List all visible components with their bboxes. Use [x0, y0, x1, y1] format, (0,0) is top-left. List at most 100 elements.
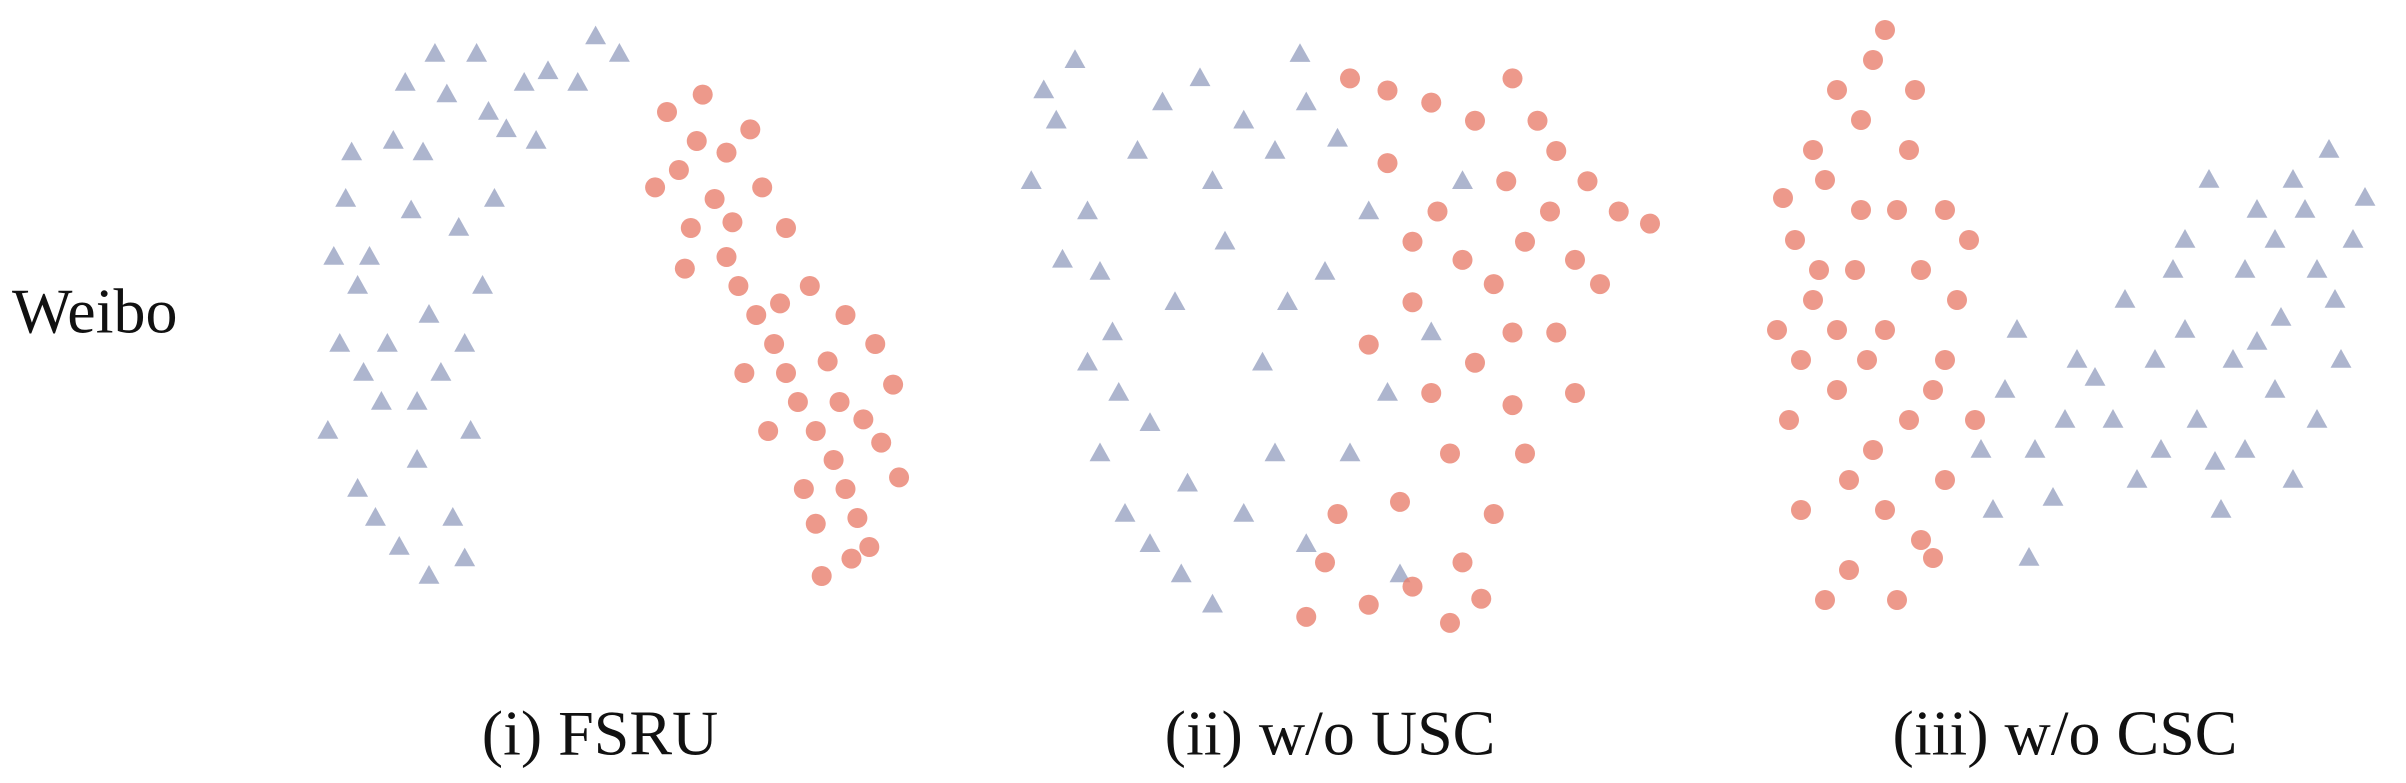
circle-point — [1327, 504, 1348, 524]
triangle-point — [436, 83, 458, 103]
circle-point — [1965, 410, 1985, 430]
circle-point — [1899, 140, 1919, 160]
triangle-point — [1202, 170, 1223, 189]
circle-point — [686, 131, 707, 151]
triangle-point — [2114, 289, 2136, 308]
triangle-point — [317, 420, 339, 439]
triangle-point — [585, 25, 607, 45]
circle-point — [1496, 171, 1517, 192]
triangle-point — [2042, 487, 2064, 506]
circle-point — [1839, 470, 1859, 490]
panel-caption: (iii) w/o CSC — [1893, 698, 2238, 769]
triangle-point — [2150, 439, 2172, 458]
triangle-point — [1152, 91, 1173, 111]
panel-caption: (i) FSRU — [482, 698, 719, 769]
circle-point — [1773, 188, 1793, 208]
triangle-point — [400, 199, 422, 219]
triangle-point — [341, 141, 363, 161]
plot-area — [1020, 43, 1660, 633]
triangle-point — [1089, 442, 1111, 462]
circle-point — [1911, 260, 1931, 280]
circle-point — [704, 189, 725, 209]
triangle-point — [1033, 79, 1055, 99]
triangle-point — [1289, 43, 1311, 62]
triangle-point — [394, 72, 416, 91]
circle-point — [853, 409, 874, 430]
circle-point — [1565, 249, 1585, 270]
triangle-point — [1139, 412, 1161, 431]
triangle-point — [1139, 533, 1161, 552]
triangle-point — [2222, 349, 2244, 368]
triangle-point — [1994, 379, 2016, 398]
triangle-point — [2324, 289, 2346, 308]
circle-point — [1911, 530, 1931, 550]
circle-point — [1465, 110, 1485, 131]
triangle-point — [2102, 409, 2124, 428]
triangle-point — [454, 547, 476, 567]
circle-point — [883, 374, 904, 395]
triangle-point — [2354, 187, 2376, 206]
circle-point — [1502, 395, 1523, 416]
triangle-point — [448, 217, 470, 236]
triangle-point — [1170, 563, 1192, 583]
circle-point — [1340, 68, 1360, 89]
circle-point — [1465, 352, 1485, 373]
triangle-point — [1377, 382, 1398, 401]
circle-point — [1577, 171, 1598, 192]
triangle-point — [1277, 291, 1298, 310]
triangle-point — [472, 275, 493, 294]
triangle-point — [478, 101, 499, 120]
circle-point — [1483, 274, 1504, 295]
triangle-point — [1020, 170, 1042, 189]
circle-point — [1785, 230, 1805, 250]
circle-point — [692, 84, 713, 105]
circle-point — [865, 334, 886, 354]
circle-point — [1947, 290, 1967, 310]
circle-point — [1863, 440, 1883, 460]
triangle-point — [2246, 199, 2268, 218]
triangle-point — [2282, 169, 2304, 188]
circle-point — [1779, 410, 1799, 430]
circle-point — [1502, 322, 1523, 343]
triangle-point — [1164, 291, 1186, 310]
circle-point — [668, 160, 689, 180]
triangle-point — [2282, 469, 2304, 488]
circle-point — [1959, 230, 1979, 250]
triangle-point — [2006, 319, 2028, 338]
circle-point — [1421, 92, 1442, 113]
triangle-point — [1045, 109, 1067, 129]
triangle-point — [353, 362, 374, 381]
triangle-point — [1295, 91, 1317, 111]
plot-area — [317, 25, 910, 586]
triangle-point — [2306, 409, 2328, 428]
circle-point — [740, 119, 761, 140]
triangle-point — [406, 391, 428, 410]
circle-point — [1875, 320, 1895, 340]
circle-point — [764, 334, 785, 354]
plot-area — [1767, 20, 2376, 610]
circle-point — [1358, 594, 1379, 615]
circle-point — [1546, 322, 1567, 343]
circle-point — [758, 421, 779, 441]
circle-point — [1590, 274, 1610, 295]
circle-point — [823, 450, 844, 470]
circle-point — [805, 513, 826, 534]
triangle-point — [1339, 442, 1361, 462]
triangle-point — [1970, 439, 1992, 458]
triangle-point — [2306, 259, 2328, 278]
triangle-point — [1264, 442, 1286, 462]
triangle-point — [1102, 321, 1123, 341]
circle-point — [1315, 552, 1335, 573]
triangle-point — [388, 536, 410, 555]
triangle-point — [1389, 563, 1411, 583]
triangle-point — [1264, 140, 1286, 159]
panel-caption: (ii) w/o USC — [1165, 698, 1496, 769]
triangle-point — [1295, 533, 1317, 552]
circle-point — [835, 305, 856, 325]
triangle-point — [466, 43, 488, 62]
circle-point — [1923, 548, 1943, 568]
circle-point — [746, 305, 767, 325]
circle-point — [1887, 200, 1907, 220]
circle-point — [728, 276, 749, 296]
circle-point — [805, 421, 826, 441]
